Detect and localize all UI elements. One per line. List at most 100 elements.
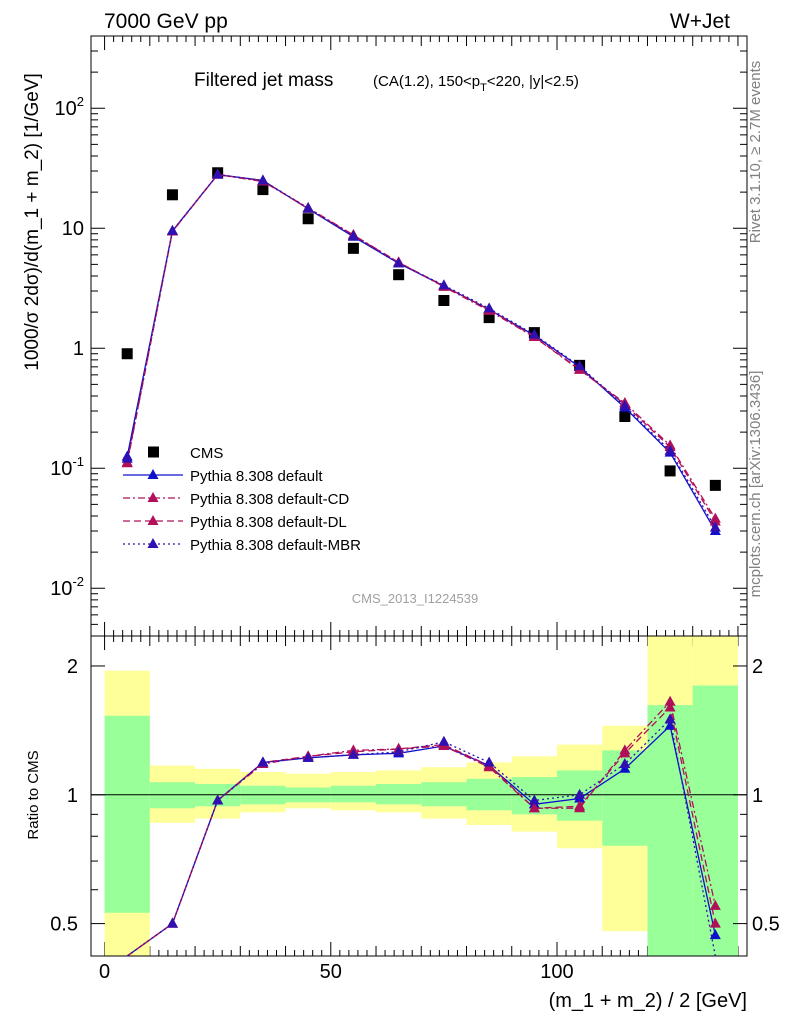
ratio-point xyxy=(528,794,540,805)
data-point xyxy=(438,294,450,306)
chart-title: Filtered jet mass xyxy=(194,70,333,91)
ratio-point xyxy=(166,917,178,928)
y-tick-label: 102 xyxy=(55,94,84,120)
chart-subtitle-part-1: (CA(1.2), 150<p xyxy=(373,73,480,90)
legend: CMS Pythia 8.308 default Pythia 8.308 defa… xyxy=(123,445,361,554)
band-green xyxy=(376,783,422,805)
data-point xyxy=(709,521,721,532)
ratio-frame xyxy=(90,635,748,957)
mcplots-label: mcplots.cern.ch [arXiv:1306.3436] xyxy=(747,371,764,598)
legend-marker xyxy=(147,515,159,525)
ratio-y-tick-label: 1 xyxy=(67,785,78,807)
legend-marker xyxy=(148,446,159,458)
data-point xyxy=(664,465,676,477)
data-point xyxy=(483,302,495,313)
ratio-point xyxy=(619,747,631,758)
ratio-y-label: Ratio to CMS xyxy=(25,750,42,839)
data-point xyxy=(302,213,314,225)
legend-label: CMS xyxy=(190,445,223,462)
data-point xyxy=(121,348,133,360)
ratio-point xyxy=(302,751,314,762)
y-axis-label: 1000/σ 2dσ)/d(m_1 + m_2) [1/GeV] xyxy=(22,73,43,371)
data-point xyxy=(257,174,269,185)
data-point xyxy=(528,328,540,339)
data-point xyxy=(483,312,495,324)
data-point xyxy=(619,410,631,422)
ratio-point xyxy=(257,756,269,767)
x-tick-label: 100 xyxy=(540,961,573,983)
y-tick-label: 10-1 xyxy=(50,454,84,480)
ratio-series xyxy=(126,695,721,957)
data-point xyxy=(393,257,405,268)
ratio-axes: 0.5 0.5 1 1 2 2 0 50 100 xyxy=(50,635,780,983)
y-tick-label: 10-2 xyxy=(50,574,84,600)
data-point xyxy=(166,224,178,235)
band-green xyxy=(421,782,467,807)
series-line xyxy=(126,173,716,522)
analysis-id: CMS_2013_I1224539 xyxy=(352,591,479,606)
x-tick-label: 50 xyxy=(320,961,342,983)
series-line xyxy=(126,173,716,520)
legend-label: Pythia 8.308 default-CD xyxy=(190,491,349,508)
ratio-point xyxy=(212,794,224,805)
ratio-y-tick-label: 0.5 xyxy=(50,914,78,936)
ratio-point xyxy=(709,929,721,940)
ratio-point xyxy=(664,713,676,724)
ratio-panel: 0.5 0.5 1 1 2 2 0 50 100 Ratio to CMS (m_1 + m_2… xyxy=(25,635,780,1012)
legend-entry-1: Pythia 8.308 default xyxy=(123,468,323,485)
main-panel: 10-2 10-1 1 10 102 Filtered jet mass (CA(1.2… xyxy=(22,35,748,956)
y-tick-label: 10 xyxy=(62,218,84,240)
data-point xyxy=(166,189,178,201)
data-point xyxy=(574,360,586,371)
ratio-y-tick-label-right: 0.5 xyxy=(752,914,780,936)
x-tick-label: 0 xyxy=(99,961,110,983)
data-point xyxy=(664,444,676,455)
data-point xyxy=(347,242,359,254)
ratio-point xyxy=(393,745,405,756)
legend-marker xyxy=(147,492,159,502)
header-right: W+Jet xyxy=(670,10,730,33)
band-green xyxy=(104,715,150,913)
ratio-point xyxy=(664,701,676,712)
ratio-line xyxy=(126,718,716,957)
legend-marker xyxy=(147,469,159,479)
legend-marker xyxy=(147,538,159,548)
series-4 xyxy=(121,168,721,532)
data-point xyxy=(347,230,359,241)
chart-subtitle-part-2: T xyxy=(480,82,487,94)
data-point xyxy=(121,452,133,463)
band-green xyxy=(647,705,693,956)
legend-label: Pythia 8.308 default-MBR xyxy=(190,537,361,554)
series-0 xyxy=(121,167,721,491)
data-point xyxy=(709,479,721,491)
band-green xyxy=(692,685,738,956)
data-point xyxy=(257,184,269,196)
ratio-uncertainty-bands xyxy=(104,636,738,956)
ratio-point xyxy=(483,756,495,767)
chart-subtitle: (CA(1.2), 150<pT<220, |y|<2.5) xyxy=(373,73,579,94)
band-green xyxy=(330,785,377,803)
ratio-point xyxy=(709,917,721,928)
data-point xyxy=(619,400,631,411)
legend-entry-4: Pythia 8.308 default-MBR xyxy=(123,537,361,554)
ratio-point xyxy=(664,719,676,730)
chart-subtitle-part-3: <220, |y|<2.5) xyxy=(487,73,579,90)
legend-label: Pythia 8.308 default xyxy=(190,468,323,485)
header-left: 7000 GeV pp xyxy=(104,10,228,33)
ratio-point xyxy=(619,758,631,769)
legend-entry-0: CMS xyxy=(148,445,223,462)
ratio-line xyxy=(126,706,716,957)
ratio-y-tick-label-right: 2 xyxy=(752,656,763,678)
x-axis-label: (m_1 + m_2) / 2 [GeV] xyxy=(549,990,747,1012)
ratio-point xyxy=(528,802,540,813)
ratio-series-3 xyxy=(126,713,716,957)
ratio-point xyxy=(664,695,676,706)
legend-label: Pythia 8.308 default-DL xyxy=(190,514,347,531)
ratio-point xyxy=(709,899,721,910)
ratio-point xyxy=(574,788,586,799)
ratio-y-tick-label-right: 1 xyxy=(752,785,763,807)
legend-entry-3: Pythia 8.308 default-DL xyxy=(123,514,347,531)
ratio-point xyxy=(574,800,586,811)
data-point xyxy=(438,279,450,290)
